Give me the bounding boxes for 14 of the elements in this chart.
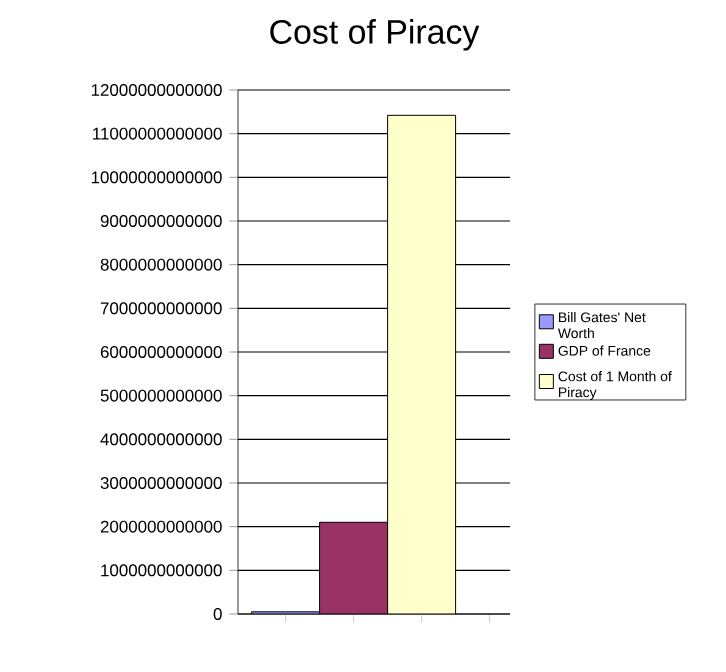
y-tick-label: 2000000000000 [100, 520, 222, 533]
y-tick-label: 10000000000000 [91, 171, 222, 184]
y-tick-label: 6000000000000 [100, 346, 222, 358]
y-tick-label: 5000000000000 [100, 389, 222, 402]
chart-title: Cost of Piracy [270, 19, 480, 51]
y-tick-label: 7000000000000 [100, 302, 222, 315]
y-tick-label: 3000000000000 [100, 477, 222, 489]
y-tick-label: 9000000000000 [100, 215, 222, 227]
y-tick-label: 4000000000000 [100, 433, 222, 446]
y-tick-label: 8000000000000 [100, 258, 222, 271]
y-tick-label: 1000000000000 [101, 564, 222, 577]
y-tick-label: 12000000000000 [91, 84, 222, 96]
y-tick-label: 0 [213, 608, 222, 620]
y-tick-label: 11000000000000 [93, 127, 222, 140]
